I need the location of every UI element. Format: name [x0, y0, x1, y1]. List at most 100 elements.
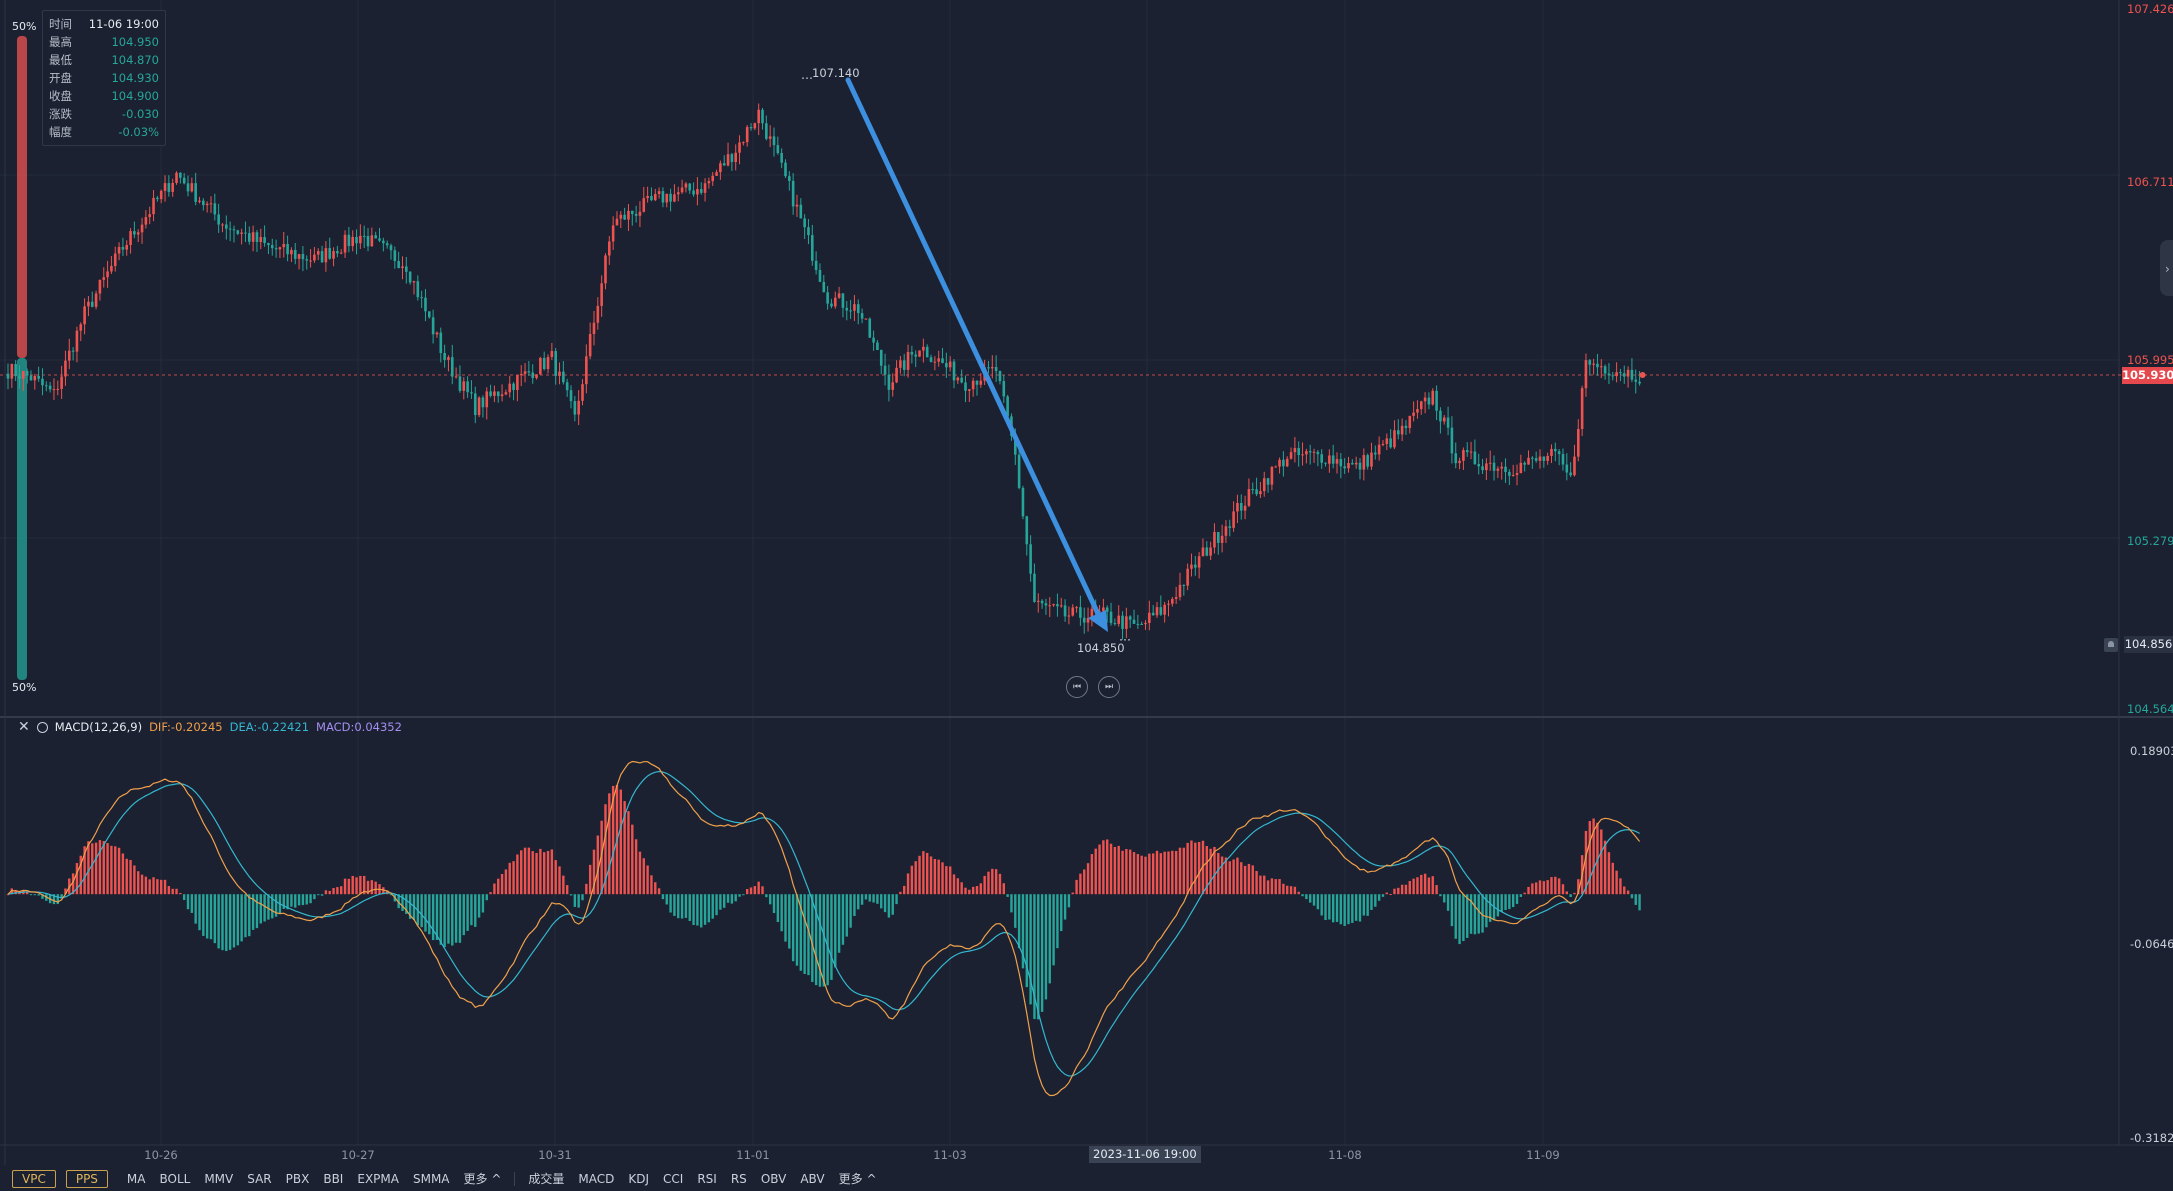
- macd-histogram-bar: [1569, 894, 1572, 898]
- macd-histogram-bar: [906, 873, 910, 895]
- indicator-rsi[interactable]: RSI: [697, 1171, 717, 1186]
- macd-histogram-bar: [1584, 830, 1588, 895]
- macd-histogram-bar: [171, 888, 174, 895]
- pps-toggle[interactable]: PPS: [65, 1169, 108, 1188]
- macd-histogram-bar: [1481, 894, 1484, 933]
- candle-body: [156, 197, 159, 200]
- candle-body: [1404, 425, 1408, 429]
- macd-histogram-bar: [1006, 894, 1009, 897]
- macd-histogram-bar: [964, 887, 967, 895]
- macd-histogram-bar: [1056, 894, 1059, 949]
- macd-histogram-bar: [611, 785, 615, 895]
- candle-body: [906, 352, 910, 370]
- bell-icon[interactable]: [2104, 638, 2118, 652]
- candle-body: [236, 230, 240, 234]
- indicator-volume[interactable]: 成交量: [528, 1172, 565, 1186]
- candle-body: [466, 381, 469, 393]
- vpc-toggle[interactable]: VPC: [12, 1169, 56, 1188]
- macd-histogram-bar: [1504, 894, 1507, 911]
- indicator-rs[interactable]: RS: [730, 1171, 747, 1186]
- candle-body: [1148, 612, 1151, 623]
- indicator-obv[interactable]: OBV: [760, 1171, 787, 1186]
- candle-body: [849, 310, 852, 312]
- indicator-cci[interactable]: CCI: [663, 1171, 684, 1186]
- close-icon[interactable]: ✕: [18, 719, 30, 735]
- jump-end-button[interactable]: ⏭: [1098, 676, 1120, 698]
- candle-body: [948, 361, 952, 368]
- candle-body: [267, 243, 270, 246]
- indicator-expma[interactable]: EXPMA: [357, 1171, 399, 1186]
- macd-value: MACD:0.04352: [316, 720, 402, 734]
- macd-histogram-bar: [167, 886, 171, 895]
- sub-indicator-more[interactable]: 更多 ^: [838, 1172, 877, 1186]
- macd-histogram-bar: [232, 894, 236, 948]
- candle-body: [1508, 471, 1511, 476]
- macd-histogram-bar: [1109, 843, 1113, 895]
- indicator-smma[interactable]: SMMA: [412, 1171, 450, 1186]
- macd-histogram-bar: [1623, 886, 1626, 895]
- candle-body: [1040, 600, 1044, 604]
- candle-body: [1527, 457, 1530, 465]
- macd-histogram-bar: [1496, 894, 1500, 917]
- candle-body: [669, 193, 672, 202]
- indicator-macd[interactable]: MACD: [578, 1171, 615, 1186]
- candle-body: [1531, 457, 1534, 459]
- macd-histogram-bar: [1611, 862, 1614, 895]
- indicator-sar[interactable]: SAR: [247, 1171, 272, 1186]
- macd-histogram-bar: [979, 883, 983, 895]
- candle-body: [803, 218, 806, 228]
- candle-body: [554, 351, 557, 376]
- macd-histogram-bar: [581, 894, 584, 901]
- candle-body: [179, 172, 182, 178]
- candle-body: [1347, 463, 1350, 469]
- macd-histogram-bar: [1389, 894, 1392, 896]
- macd-histogram-bar: [523, 847, 527, 895]
- macd-histogram-bar: [420, 894, 423, 928]
- crosshair-price-badge: 104.856: [2124, 636, 2173, 653]
- macd-histogram-bar: [1220, 856, 1224, 895]
- indicator-ma[interactable]: MA: [126, 1171, 146, 1186]
- indicator-mmv[interactable]: MMV: [204, 1171, 234, 1186]
- jump-start-button[interactable]: ⏮: [1066, 676, 1088, 698]
- indicator-bbi[interactable]: BBI: [323, 1171, 344, 1186]
- candle-body: [1638, 381, 1641, 384]
- candle-body: [876, 342, 879, 350]
- macd-histogram-bar: [1305, 894, 1308, 900]
- macd-histogram-bar: [745, 888, 749, 895]
- indicator-abv[interactable]: ABV: [800, 1171, 825, 1186]
- candle-body: [1366, 455, 1369, 467]
- candle-body: [14, 364, 17, 377]
- candle-body: [171, 182, 174, 192]
- time-axis-label: 10-27: [341, 1148, 375, 1162]
- candle-body: [462, 381, 466, 391]
- macd-histogram-bar: [435, 894, 439, 940]
- macd-histogram-bar: [814, 894, 818, 986]
- side-panel-toggle[interactable]: ›: [2160, 240, 2173, 296]
- time-axis-label: 11-09: [1526, 1148, 1560, 1162]
- macd-histogram-bar: [975, 886, 979, 895]
- main-indicator-more[interactable]: 更多 ^: [463, 1172, 502, 1186]
- candle-body: [1036, 600, 1040, 602]
- candle-body: [922, 346, 925, 351]
- indicator-boll[interactable]: BOLL: [159, 1171, 191, 1186]
- macd-histogram-bar: [56, 894, 59, 905]
- candle-body: [531, 372, 535, 379]
- indicator-pbx[interactable]: PBX: [285, 1171, 310, 1186]
- candle-body: [301, 254, 305, 260]
- macd-histogram-bar: [1113, 846, 1117, 895]
- macd-histogram-bar: [623, 801, 626, 895]
- macd-histogram-bar: [776, 894, 780, 922]
- candle-body: [1132, 619, 1136, 624]
- candle-body: [1534, 458, 1538, 461]
- candle-body: [385, 243, 389, 246]
- macd-histogram-bar: [397, 894, 400, 909]
- candle-body: [1013, 435, 1017, 455]
- macd-histogram-bar: [1431, 876, 1434, 895]
- candle-body: [1400, 425, 1404, 435]
- indicator-kdj[interactable]: KDJ: [628, 1171, 650, 1186]
- candle-body: [1550, 448, 1553, 456]
- macd-histogram-bar: [137, 871, 140, 895]
- macd-histogram-bar: [1067, 894, 1071, 908]
- gear-icon[interactable]: [36, 721, 48, 733]
